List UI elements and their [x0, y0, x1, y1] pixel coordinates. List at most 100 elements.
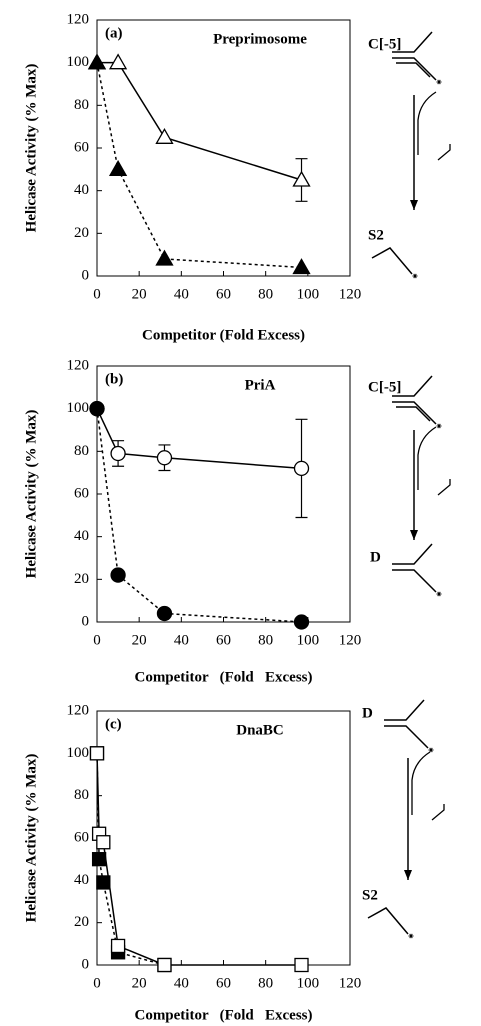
x-tick-label: 120: [339, 632, 362, 648]
schematic-label: D: [362, 705, 373, 721]
y-tick-label: 120: [67, 357, 90, 373]
dna-strand: [437, 479, 451, 496]
asterisk: [409, 933, 413, 939]
marker: [89, 401, 105, 417]
x-axis-label: Competitor (Fold Excess): [134, 669, 312, 685]
x-axis-label: Competitor (Fold Excess): [134, 1007, 312, 1023]
y-tick-label: 40: [74, 872, 89, 888]
asterisk: [437, 423, 441, 429]
x-tick-label: 20: [132, 286, 147, 302]
x-tick-label: 100: [297, 632, 320, 648]
panel-label: (b): [105, 371, 123, 387]
marker: [110, 567, 126, 583]
dna-strand: [437, 144, 451, 161]
y-tick-label: 100: [67, 745, 90, 761]
y-tick-label: 20: [74, 914, 89, 930]
series-line: [96, 408, 302, 623]
x-tick-label: 20: [132, 975, 147, 991]
marker: [292, 258, 311, 275]
series-line: [96, 753, 165, 966]
series-line: [96, 408, 302, 470]
arrow-head: [410, 530, 418, 540]
dna-strand: [384, 699, 425, 721]
marker: [294, 957, 309, 973]
asterisk: [429, 747, 433, 753]
arrow-head: [410, 200, 418, 210]
dna-strand: [417, 426, 437, 490]
x-tick-label: 80: [258, 975, 273, 991]
x-tick-label: 40: [174, 286, 189, 302]
y-tick-label: 0: [82, 613, 90, 629]
x-tick-label: 60: [216, 286, 231, 302]
y-tick-label: 40: [74, 528, 89, 544]
y-tick-label: 80: [74, 97, 89, 113]
marker: [293, 460, 310, 477]
marker: [87, 53, 107, 70]
x-tick-label: 100: [297, 286, 320, 302]
schematic-label: D: [370, 549, 381, 565]
dna-strand: [392, 543, 433, 565]
panel-title: DnaBC: [236, 722, 284, 738]
x-tick-label: 60: [216, 632, 231, 648]
series-line: [96, 62, 302, 269]
plot-frame: [96, 365, 351, 623]
x-tick-label: 0: [93, 632, 101, 648]
marker: [89, 746, 105, 761]
x-tick-label: 120: [339, 286, 362, 302]
y-tick-label: 60: [74, 485, 89, 501]
dna-strand: [396, 62, 431, 78]
x-tick-label: 40: [174, 632, 189, 648]
series-line: [97, 61, 302, 181]
asterisk: [413, 273, 417, 279]
x-tick-label: 80: [258, 286, 273, 302]
x-axis-label: Competitor (Fold Excess): [142, 327, 305, 343]
y-tick-label: 120: [67, 11, 90, 27]
dna-strand: [371, 247, 413, 275]
marker: [156, 605, 173, 622]
arrow-head: [404, 870, 412, 880]
schematic-label: S2: [362, 887, 378, 903]
dna-strand: [417, 91, 437, 155]
schematic-label: C[-5]: [368, 36, 401, 52]
panel-title: Preprimosome: [213, 31, 307, 47]
asterisk: [437, 79, 441, 85]
y-tick-label: 80: [74, 443, 89, 459]
marker: [155, 249, 174, 266]
marker: [108, 160, 128, 176]
y-tick-label: 100: [67, 400, 90, 416]
y-axis-label: Helicase Activity (% Max): [23, 64, 39, 233]
y-tick-label: 20: [74, 571, 89, 587]
y-axis-label: Helicase Activity (% Max): [23, 410, 39, 579]
marker: [110, 938, 126, 954]
y-tick-label: 60: [74, 139, 89, 155]
x-tick-label: 0: [93, 975, 101, 991]
schematic-label: S2: [368, 227, 384, 243]
marker: [292, 170, 311, 187]
x-tick-label: 40: [174, 975, 189, 991]
x-tick-label: 80: [258, 632, 273, 648]
y-tick-label: 0: [82, 267, 90, 283]
x-tick-label: 100: [297, 975, 320, 991]
y-tick-label: 60: [74, 829, 89, 845]
marker: [96, 835, 111, 850]
dna-strand: [392, 31, 433, 53]
x-tick-label: 60: [216, 975, 231, 991]
dna-strand: [392, 569, 437, 593]
marker: [96, 875, 111, 890]
dna-strand: [367, 907, 409, 935]
x-tick-label: 0: [93, 286, 101, 302]
marker: [108, 53, 128, 70]
dna-strand: [392, 57, 437, 81]
panel-title: PriA: [245, 377, 276, 393]
asterisk: [437, 591, 441, 597]
panel-label: (c): [105, 716, 122, 732]
marker: [91, 852, 107, 867]
marker: [155, 128, 174, 144]
dna-strand: [392, 375, 433, 397]
x-tick-label: 120: [339, 975, 362, 991]
plot-frame: [96, 19, 351, 277]
y-tick-label: 40: [74, 182, 89, 198]
marker: [156, 450, 173, 466]
y-tick-label: 100: [67, 54, 90, 70]
